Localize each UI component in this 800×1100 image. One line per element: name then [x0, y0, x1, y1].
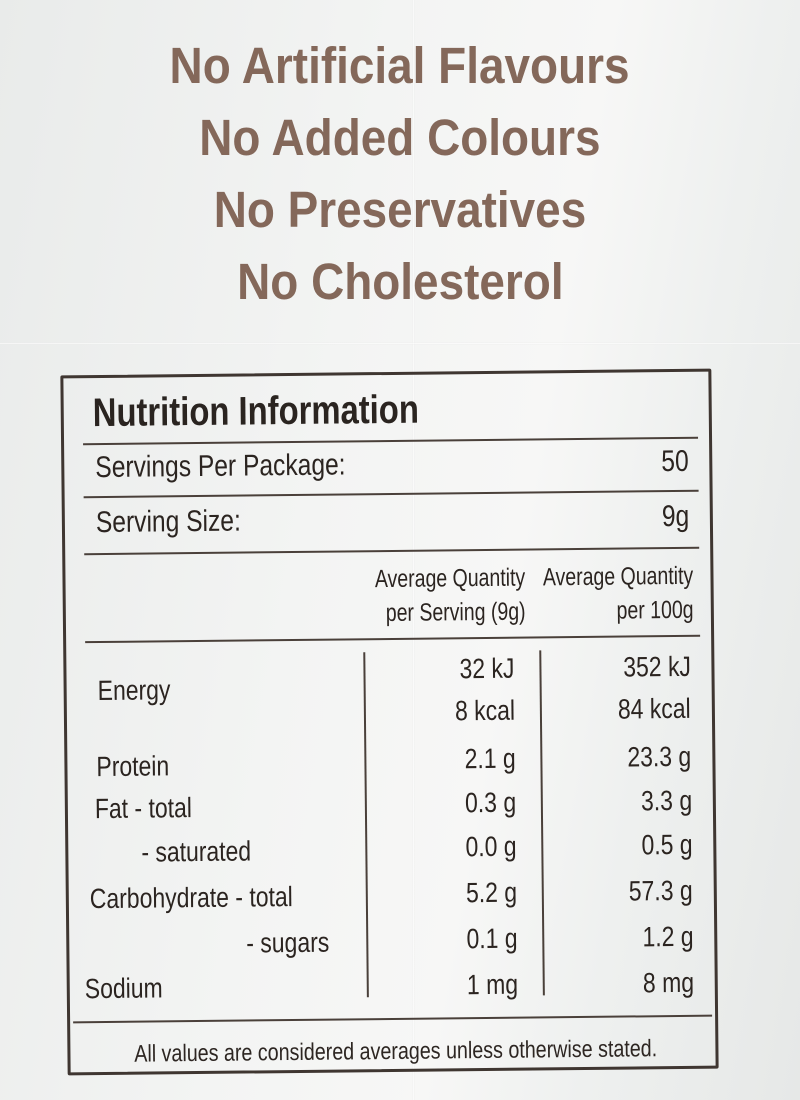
fat-saturated-per-100g: 0.5 g — [641, 828, 693, 861]
panel-title: Nutrition Information — [92, 387, 420, 436]
nutrient-label-fat-total: Fat - total — [94, 792, 193, 825]
sugars-per-serving: 0.1 g — [466, 922, 518, 955]
protein-per-100g: 23.3 g — [627, 740, 692, 773]
carbohydrate-total-per-serving: 5.2 g — [465, 876, 517, 909]
claim-no-added-colours: No Added Colours — [199, 109, 601, 166]
carbohydrate-total-per-100g: 57.3 g — [628, 874, 693, 907]
servings-per-package-label: Servings Per Package: — [95, 448, 346, 485]
column-header-per-100g-line1: Average Quantity — [543, 561, 694, 592]
column-header-per-serving: Average Quantity per Serving (9g) — [375, 561, 526, 631]
column-header-per-serving-line2: per Serving (9g) — [385, 597, 526, 628]
energy-kcal-per-serving: 8 kcal — [454, 694, 516, 727]
averages-footnote: All values are considered averages unles… — [134, 1035, 658, 1068]
claim-no-cholesterol: No Cholesterol — [236, 253, 564, 310]
column-header-per-serving-line1: Average Quantity — [375, 563, 526, 594]
serving-size-value: 9g — [661, 499, 690, 534]
paper-fold-horizontal — [0, 342, 800, 345]
protein-per-serving: 2.1 g — [464, 742, 516, 775]
nutrient-label-sugars: - sugars — [246, 926, 330, 959]
claim-no-preservatives: No Preservatives — [213, 181, 587, 238]
sodium-per-serving: 1 mg — [466, 968, 518, 1001]
nutrient-label-sodium: Sodium — [84, 972, 163, 1005]
serving-size-label: Serving Size: — [95, 504, 241, 540]
fat-total-per-serving: 0.3 g — [464, 786, 517, 819]
servings-per-package-value: 50 — [660, 444, 689, 479]
claim-no-artificial-flavours: No Artificial Flavours — [170, 37, 630, 94]
fat-total-per-100g: 3.3 g — [640, 784, 692, 817]
nutrient-label-energy: Energy — [97, 674, 171, 707]
energy-kj-per-100g: 352 kJ — [622, 650, 691, 683]
nutrient-label-fat-saturated: - saturated — [141, 835, 252, 868]
sugars-per-100g: 1.2 g — [642, 920, 694, 953]
nutrient-label-carbohydrate-total: Carbohydrate - total — [89, 881, 293, 915]
sodium-per-100g: 8 mg — [642, 966, 694, 999]
energy-kcal-per-100g: 84 kcal — [617, 692, 692, 725]
energy-kj-per-serving: 32 kJ — [459, 652, 515, 685]
fat-saturated-per-serving: 0.0 g — [465, 830, 517, 863]
nutrient-label-protein: Protein — [96, 750, 170, 783]
column-header-per-100g: Average Quantity per 100g — [543, 559, 694, 629]
product-claims: No Artificial Flavours No Added Colours … — [0, 30, 800, 318]
nutrition-information-panel: Nutrition Information Servings Per Packa… — [60, 368, 719, 1076]
column-header-per-100g-line2: per 100g — [616, 595, 694, 625]
